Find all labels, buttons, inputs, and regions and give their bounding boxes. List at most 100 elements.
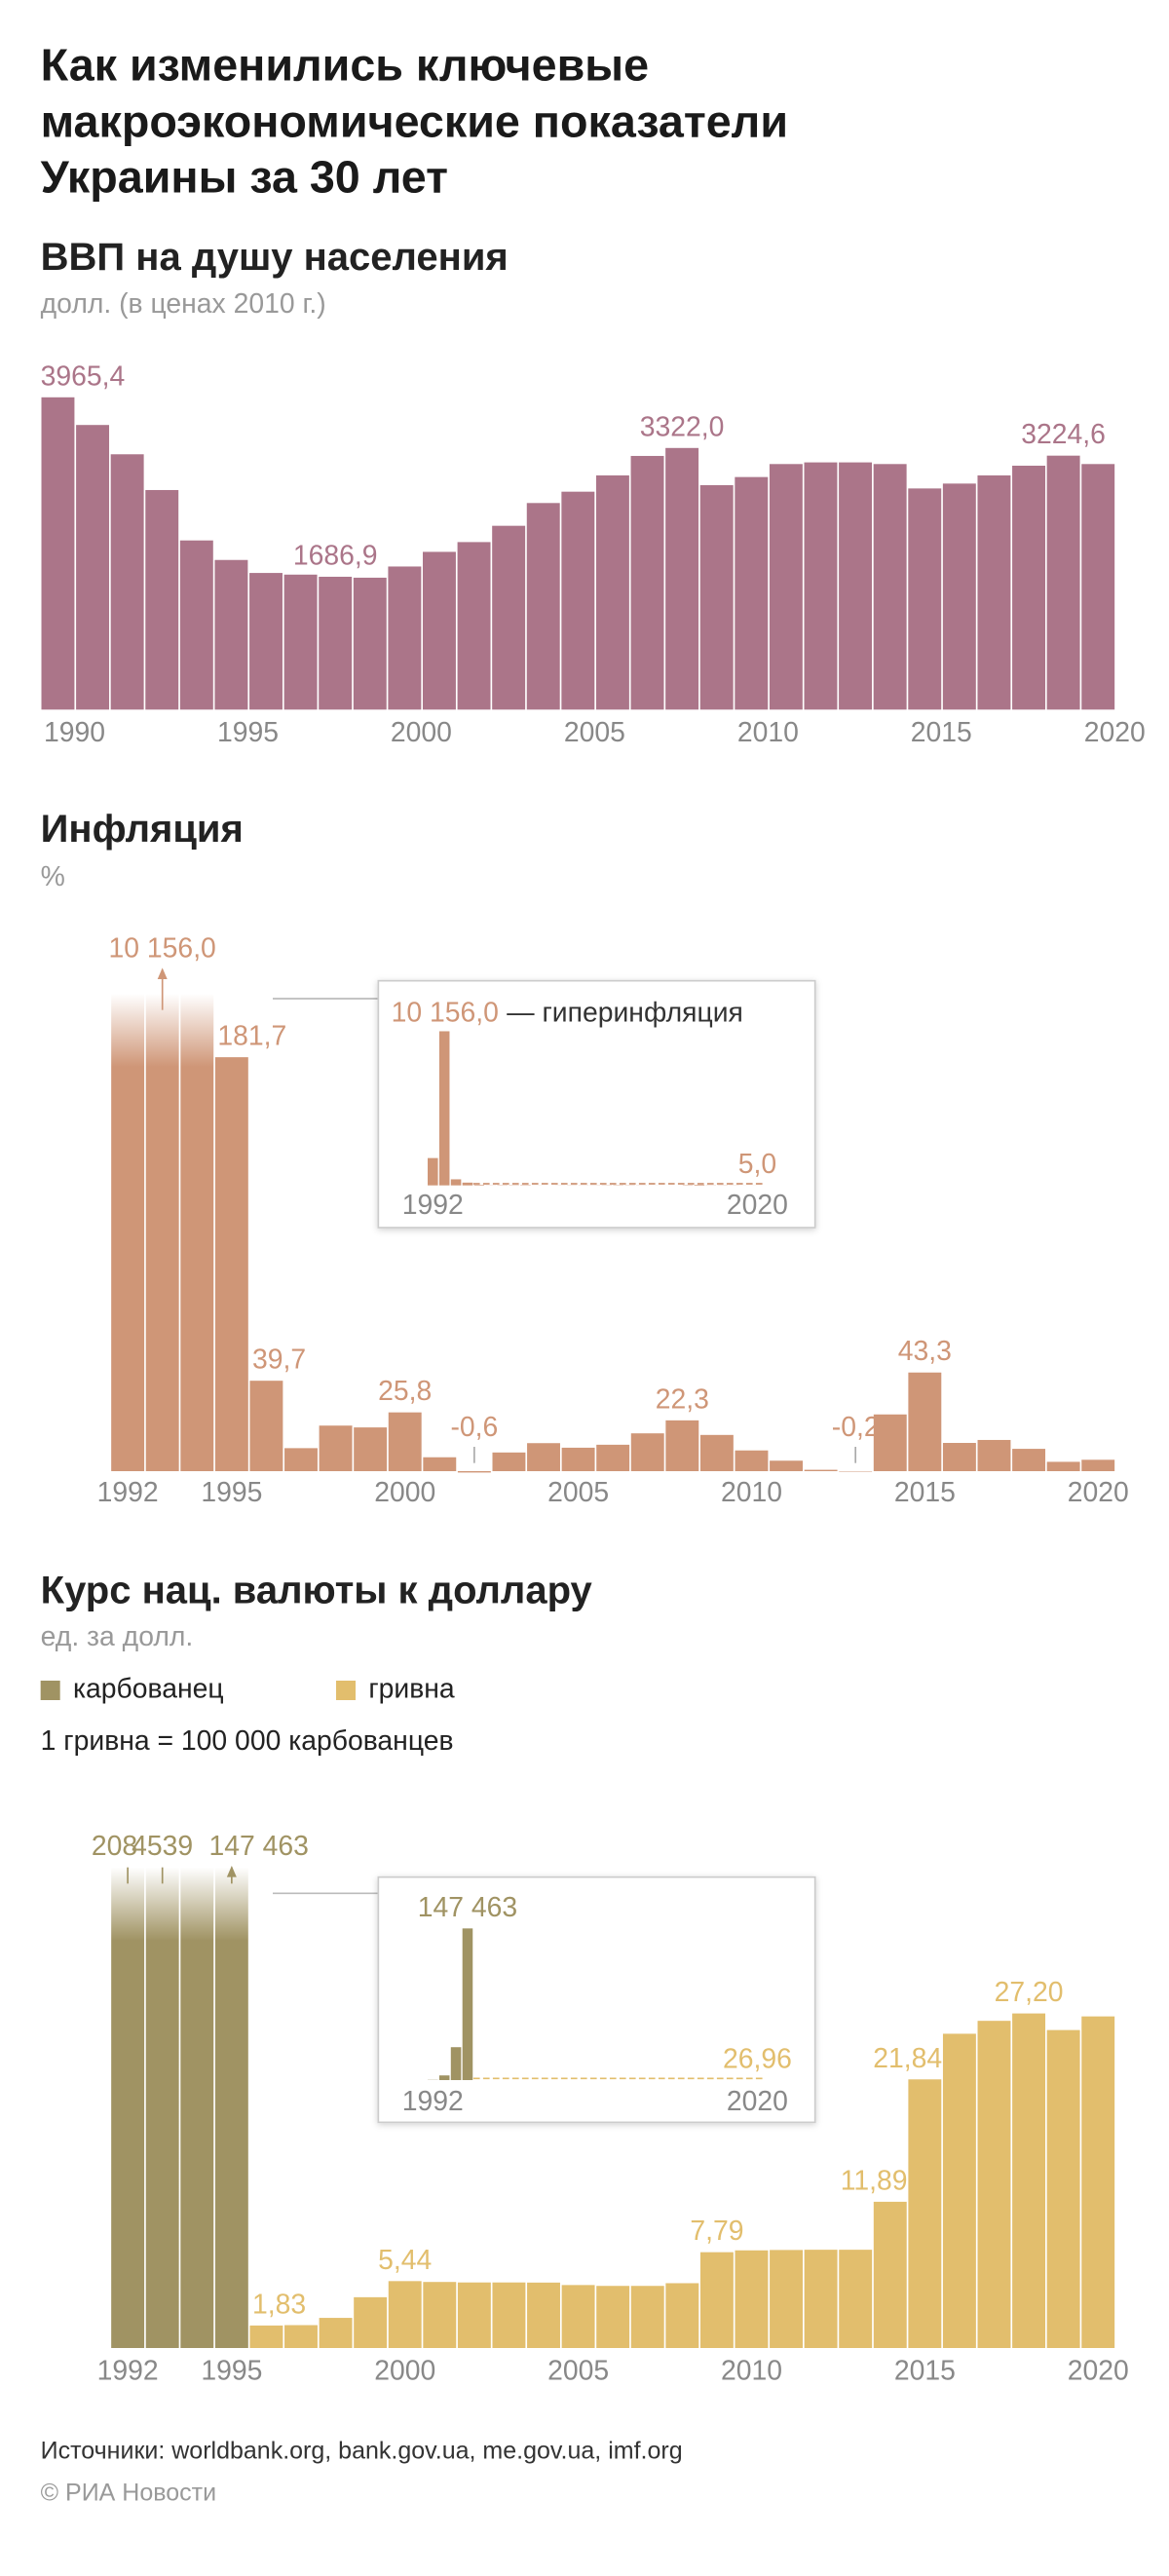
bar [873, 464, 907, 710]
bar [908, 2079, 942, 2348]
bar [977, 2021, 1011, 2348]
x-tick-label: 2000 [374, 2355, 435, 2386]
value-label: 22,3 [656, 1383, 709, 1415]
legend-label: гривна [368, 1673, 455, 1704]
value-label: 11,89 [841, 2165, 908, 2196]
bar [527, 1443, 560, 1471]
bar [665, 1420, 699, 1471]
bar [873, 2201, 907, 2348]
inset-bar [462, 1182, 473, 1186]
inset-tick-label: 1992 [402, 1190, 464, 1221]
x-tick-label: 1992 [97, 2355, 159, 2386]
x-tick-label: 2015 [894, 1477, 956, 1508]
inset-value-label: 147 463 [418, 1892, 517, 1923]
inset-value-label: 5,0 [738, 1149, 776, 1180]
inset-bar [450, 2047, 462, 2080]
bar [145, 1867, 179, 2348]
bar [319, 576, 353, 710]
value-label: 21,84 [873, 2043, 942, 2074]
bar [111, 1867, 145, 2348]
inset-box [377, 979, 816, 1229]
inset-bar [428, 1157, 438, 1186]
bar [145, 489, 179, 710]
bar [630, 455, 664, 710]
bar [804, 1469, 838, 1471]
chart-subtitle: ед. за долл. [41, 1621, 194, 1652]
inset-bar [462, 1928, 473, 2080]
inset-bar [438, 1031, 450, 1186]
bar [180, 994, 214, 1471]
chart-title: ВВП на душу населения [41, 236, 509, 279]
x-tick-label: 2020 [1068, 1477, 1129, 1508]
value-label: 4539 [132, 1831, 193, 1862]
bar [561, 2285, 595, 2348]
bar [41, 397, 75, 710]
bar [735, 476, 769, 710]
label-arrow [157, 967, 168, 979]
x-tick-label: 2000 [391, 717, 452, 748]
bar [319, 2318, 353, 2348]
bar [1081, 1459, 1115, 1471]
bar [145, 994, 179, 1471]
sources: Источники: worldbank.org, bank.gov.ua, m… [41, 2437, 683, 2464]
bar [527, 2282, 560, 2348]
bar [423, 1457, 457, 1471]
chart-subtitle: долл. (в ценах 2010 г.) [41, 288, 326, 320]
x-tick-label: 2005 [547, 2355, 609, 2386]
bar [596, 1444, 630, 1471]
bar [492, 525, 526, 710]
bar [457, 1471, 491, 1473]
bar [180, 1867, 214, 2348]
bar [457, 2282, 491, 2348]
x-tick-label: 2020 [1084, 717, 1146, 748]
legend-label: карбованец [73, 1673, 224, 1704]
bar [839, 2250, 873, 2348]
inset-value-label: 26,96 [723, 2043, 792, 2074]
bar [492, 1452, 526, 1471]
bar [1012, 2013, 1046, 2348]
bar [1081, 2016, 1115, 2348]
chart-subtitle: % [41, 861, 65, 892]
bar [284, 1448, 318, 1471]
page-title: макроэкономические показатели [41, 96, 788, 147]
bar [770, 2250, 803, 2348]
x-tick-label: 1995 [217, 717, 279, 748]
x-tick-label: 1995 [201, 2355, 262, 2386]
inset-bar [694, 1184, 705, 1186]
x-tick-label: 1990 [44, 717, 105, 748]
bar [735, 1450, 769, 1471]
x-tick-label: 2020 [1068, 2355, 1129, 2386]
x-tick-label: 2005 [564, 717, 625, 748]
value-label: -0,6 [450, 1412, 498, 1443]
value-label: 39,7 [252, 1345, 306, 1376]
legend-swatch [336, 1681, 356, 1700]
inset-bar [473, 1185, 485, 1186]
chart-title: Курс нац. валюты к доллару [41, 1570, 593, 1612]
inset-note-text: — гиперинфляция [507, 998, 743, 1029]
bar [423, 551, 456, 710]
page-title: Как изменились ключевые [41, 39, 649, 90]
bar [1012, 465, 1045, 710]
bar [111, 994, 145, 1471]
chart-title: Инфляция [41, 808, 244, 851]
bar [249, 2325, 283, 2348]
bar [665, 447, 699, 710]
value-label: 10 156,0 [109, 932, 216, 964]
bar [770, 1460, 803, 1471]
value-label: 7,79 [690, 2216, 743, 2247]
bar [457, 542, 491, 710]
x-tick-label: 2010 [737, 717, 799, 748]
inset-tick-label: 2020 [727, 2086, 788, 2117]
bar [76, 425, 110, 710]
inset-bar [450, 1179, 462, 1186]
bar [492, 2282, 526, 2348]
bar [388, 566, 422, 710]
bar [908, 488, 942, 710]
bar [214, 559, 248, 710]
bar [249, 1381, 283, 1471]
bar [804, 462, 838, 710]
bar [561, 1447, 595, 1471]
value-label: 27,20 [995, 1977, 1064, 2008]
bar [354, 2296, 388, 2348]
